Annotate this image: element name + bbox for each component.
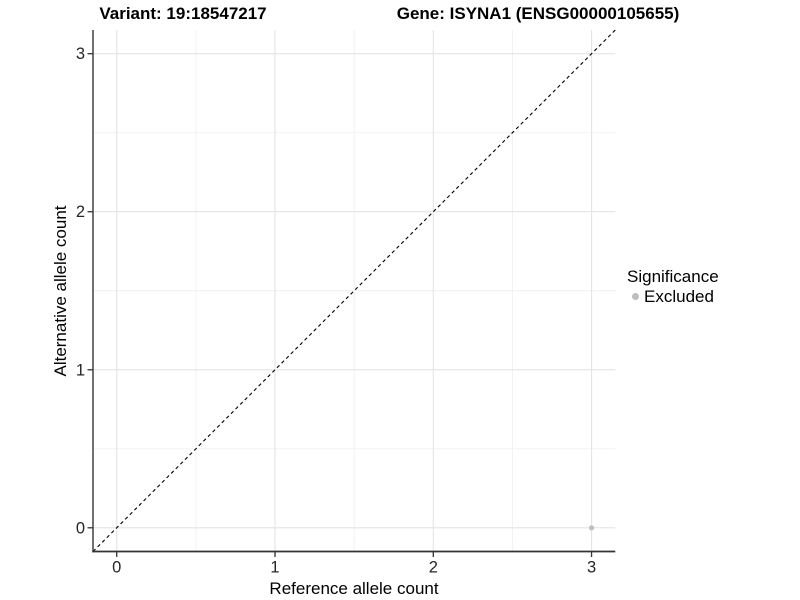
x-tick-label: 3 [587, 559, 596, 577]
x-tick-label: 2 [429, 559, 438, 577]
x-tick-label: 0 [112, 559, 121, 577]
y-axis-title: Alternative allele count [51, 205, 70, 377]
legend-item-label: Excluded [644, 287, 714, 306]
legend: Significance Excluded [627, 267, 719, 306]
data-point-excluded [588, 525, 595, 531]
legend-item-excluded: Excluded [627, 287, 719, 306]
y-tick-label: 3 [76, 45, 85, 63]
x-tick-label: 1 [270, 559, 279, 577]
variant-title: Variant: 19:18547217 [99, 4, 267, 23]
y-tick-label: 2 [76, 203, 85, 221]
excluded-point-swatch [632, 293, 639, 300]
x-axis-title: Reference allele count [269, 579, 439, 598]
gene-title: Gene: ISYNA1 (ENSG00000105655) [396, 4, 680, 23]
y-tick-label: 0 [76, 519, 85, 537]
y-tick-label: 1 [76, 361, 85, 379]
legend-title: Significance [627, 267, 719, 286]
